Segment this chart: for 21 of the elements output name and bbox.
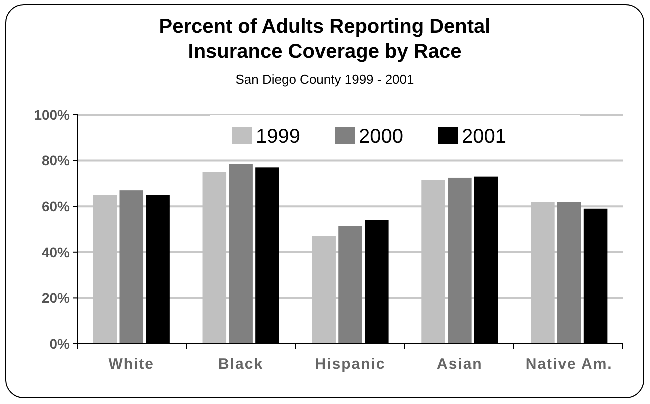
chart-title: Percent of Adults Reporting Dental Insurance Coverage by Race: [159, 16, 491, 63]
bar: [557, 202, 582, 344]
x-tick-label: Native Am.: [526, 356, 613, 373]
bar: [229, 164, 253, 344]
legend-label: 2001: [462, 126, 506, 148]
y-tick-label: 0%: [50, 336, 71, 352]
y-tick-label: 20%: [42, 290, 71, 306]
legend-label: 1999: [256, 126, 300, 148]
x-tick-label: Hispanic: [315, 356, 386, 373]
bar: [120, 190, 144, 344]
y-tick-label: 80%: [42, 152, 71, 169]
x-tick-label: Black: [218, 356, 264, 373]
y-tick-label: 60%: [42, 198, 71, 214]
y-tick-label: 100%: [34, 106, 71, 123]
y-tick-label: 40%: [42, 244, 71, 260]
bar: [448, 178, 472, 344]
bar: [338, 226, 362, 344]
chart-subtitle: San Diego County 1999 - 2001: [236, 72, 414, 87]
x-tick-label: Asian: [437, 356, 483, 373]
legend-label: 2000: [359, 126, 404, 148]
x-tick-label: White: [108, 356, 155, 373]
